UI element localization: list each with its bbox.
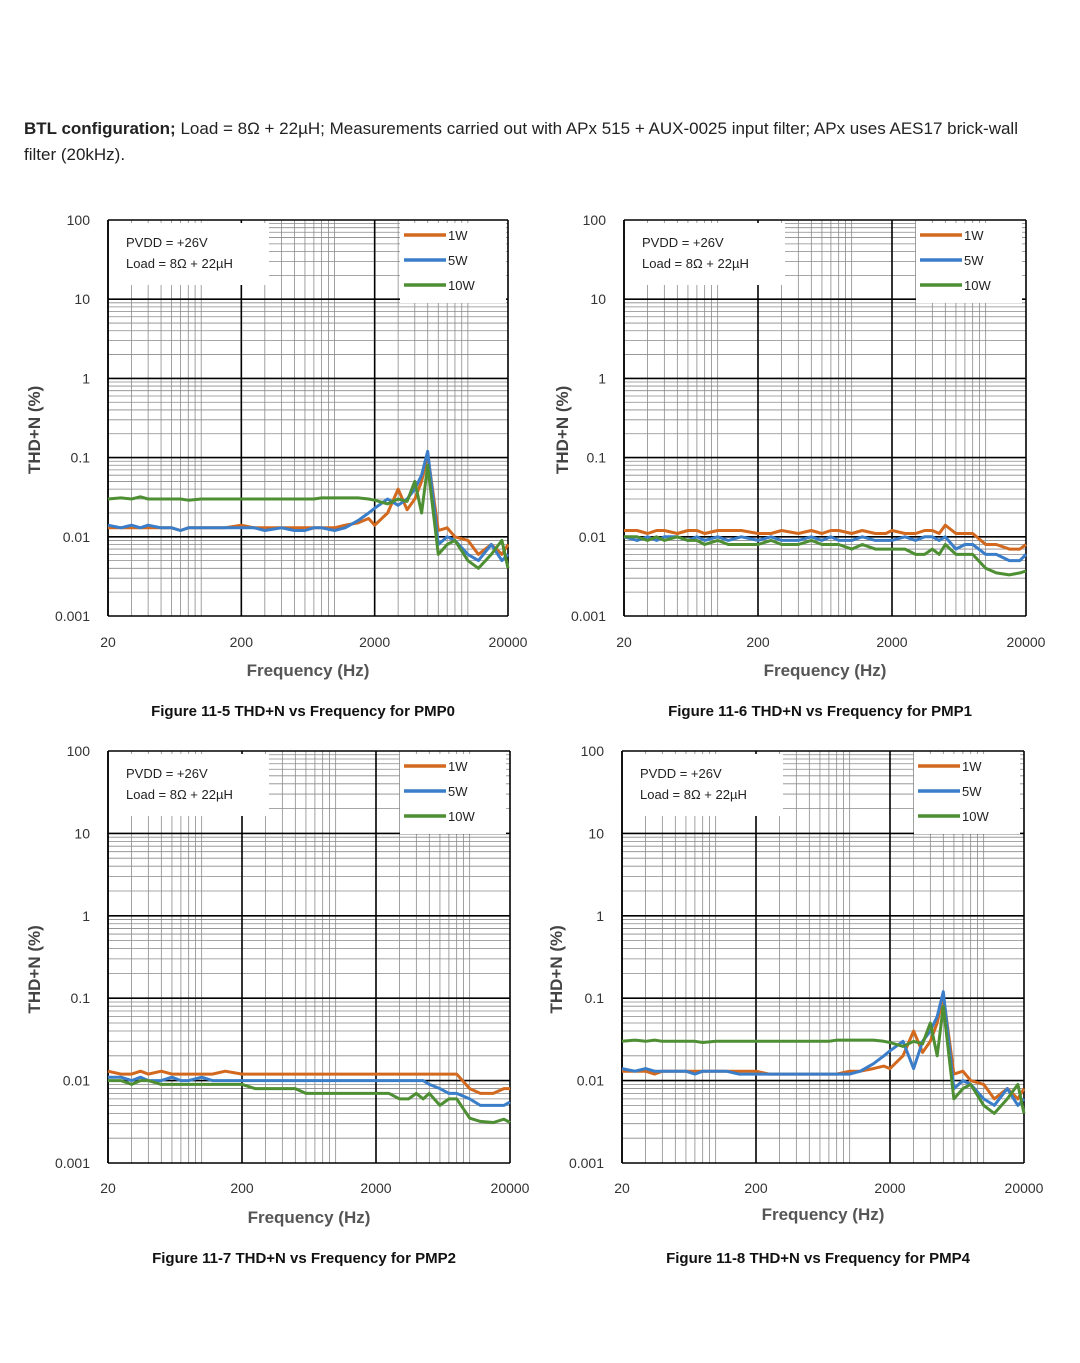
legend-label-1w: 1W — [964, 228, 984, 243]
x-tick-label: 200 — [230, 634, 254, 650]
annotation-pvdd: PVDD = +26V — [640, 766, 722, 781]
x-tick-label: 200 — [746, 634, 770, 650]
legend-label-10w: 10W — [962, 809, 989, 824]
x-tick-label: 20000 — [489, 634, 528, 650]
y-tick-label: 1 — [598, 370, 606, 386]
x-tick-label: 2000 — [360, 1180, 391, 1196]
y-tick-label: 10 — [590, 291, 606, 307]
y-tick-label: 0.01 — [63, 529, 90, 545]
y-tick-label: 0.1 — [587, 450, 607, 466]
legend-label-10w: 10W — [964, 278, 991, 293]
x-tick-label: 200 — [744, 1180, 768, 1196]
y-tick-label: 100 — [67, 743, 91, 759]
y-tick-label: 100 — [581, 743, 605, 759]
y-tick-label: 0.001 — [571, 608, 606, 624]
annotation-box — [109, 223, 269, 285]
y-tick-label: 10 — [74, 291, 90, 307]
x-axis-title: Frequency (Hz) — [764, 661, 887, 680]
annotation-box — [623, 754, 783, 816]
legend-label-5w: 5W — [448, 253, 468, 268]
series-line-5w — [108, 1075, 511, 1107]
y-axis-title: THD+N (%) — [553, 386, 572, 474]
x-tick-label: 20 — [100, 634, 116, 650]
y-tick-label: 1 — [596, 908, 604, 924]
x-tick-label: 200 — [230, 1180, 254, 1196]
y-tick-label: 0.01 — [63, 1073, 90, 1089]
legend-label-1w: 1W — [448, 228, 468, 243]
y-axis-title: THD+N (%) — [25, 386, 44, 474]
y-tick-label: 0.01 — [577, 1073, 604, 1089]
series-line-10w — [107, 463, 510, 570]
series-line-5w — [621, 990, 1026, 1107]
legend-label-5w: 5W — [448, 784, 468, 799]
figure-pmp1-chart: PVDD = +26V Load = 8Ω + 22µH 1W 5W 10W 100 10 1… — [553, 212, 1046, 720]
y-axis-title: THD+N (%) — [547, 925, 566, 1013]
figure-pmp0-chart: PVDD = +26V Load = 8Ω + 22µH 1W 5W 10W 100 10 1… — [25, 212, 528, 720]
y-tick-label: 0.1 — [71, 990, 91, 1006]
series-line-10w — [108, 1079, 511, 1124]
intro-lead: BTL configuration; — [24, 119, 176, 138]
y-tick-label: 10 — [588, 825, 604, 841]
legend-label-1w: 1W — [962, 759, 982, 774]
series-line-10w — [621, 1004, 1026, 1115]
y-tick-label: 0.001 — [55, 608, 90, 624]
y-tick-label: 0.001 — [569, 1155, 604, 1171]
y-tick-label: 10 — [74, 825, 90, 841]
legend-label-5w: 5W — [964, 253, 984, 268]
figure-pmp4-chart: PVDD = +26V Load = 8Ω + 22µH 1W 5W 10W 100 10 1… — [547, 743, 1044, 1267]
x-axis-title: Frequency (Hz) — [762, 1205, 885, 1224]
x-tick-label: 20 — [100, 1180, 116, 1196]
figure-caption: Figure 11-7 THD+N vs Frequency for PMP2 — [152, 1250, 456, 1267]
y-tick-label: 0.1 — [585, 990, 605, 1006]
x-tick-label: 20000 — [491, 1180, 530, 1196]
figure-caption: Figure 11-5 THD+N vs Frequency for PMP0 — [151, 703, 455, 720]
series-line-5w — [107, 449, 510, 563]
x-tick-label: 20000 — [1005, 1180, 1044, 1196]
series-line-1w — [624, 523, 1027, 551]
x-tick-label: 20 — [616, 634, 632, 650]
series-line-1w — [107, 1069, 510, 1095]
y-tick-label: 0.001 — [55, 1155, 90, 1171]
x-tick-label: 20000 — [1007, 634, 1046, 650]
x-axis-title: Frequency (Hz) — [248, 1208, 371, 1227]
series-line-10w — [624, 535, 1027, 577]
x-tick-label: 2000 — [359, 634, 390, 650]
series-line-1w — [622, 993, 1026, 1101]
y-tick-label: 1 — [82, 908, 90, 924]
annotation-box — [109, 754, 269, 816]
legend-label-10w: 10W — [448, 278, 475, 293]
y-tick-label: 100 — [67, 212, 91, 228]
annotation-load: Load = 8Ω + 22µH — [126, 256, 233, 271]
annotation-load: Load = 8Ω + 22µH — [640, 787, 747, 802]
annotation-load: Load = 8Ω + 22µH — [126, 787, 233, 802]
y-tick-label: 1 — [82, 370, 90, 386]
legend-label-10w: 10W — [448, 809, 475, 824]
figure-caption: Figure 11-8 THD+N vs Frequency for PMP4 — [666, 1250, 970, 1267]
x-axis-title: Frequency (Hz) — [247, 661, 370, 680]
intro-text: Load = 8Ω + 22µH; Measurements carried o… — [24, 119, 1018, 164]
annotation-box — [625, 223, 785, 285]
figure-caption: Figure 11-6 THD+N vs Frequency for PMP1 — [668, 703, 972, 720]
x-tick-label: 2000 — [874, 1180, 905, 1196]
y-tick-label: 0.01 — [579, 529, 606, 545]
y-tick-label: 0.1 — [71, 450, 91, 466]
annotation-pvdd: PVDD = +26V — [126, 235, 208, 250]
figure-pmp2-chart: PVDD = +26V Load = 8Ω + 22µH 1W 5W 10W 100 10 1… — [25, 743, 530, 1267]
annotation-pvdd: PVDD = +26V — [126, 766, 208, 781]
legend-label-1w: 1W — [448, 759, 468, 774]
intro-paragraph: BTL configuration; Load = 8Ω + 22µH; Mea… — [24, 116, 1034, 168]
legend-label-5w: 5W — [962, 784, 982, 799]
annotation-load: Load = 8Ω + 22µH — [642, 256, 749, 271]
y-tick-label: 100 — [583, 212, 607, 228]
y-axis-title: THD+N (%) — [25, 925, 44, 1013]
x-tick-label: 2000 — [876, 634, 907, 650]
annotation-pvdd: PVDD = +26V — [642, 235, 724, 250]
x-tick-label: 20 — [614, 1180, 630, 1196]
series-line-1w — [108, 452, 510, 556]
